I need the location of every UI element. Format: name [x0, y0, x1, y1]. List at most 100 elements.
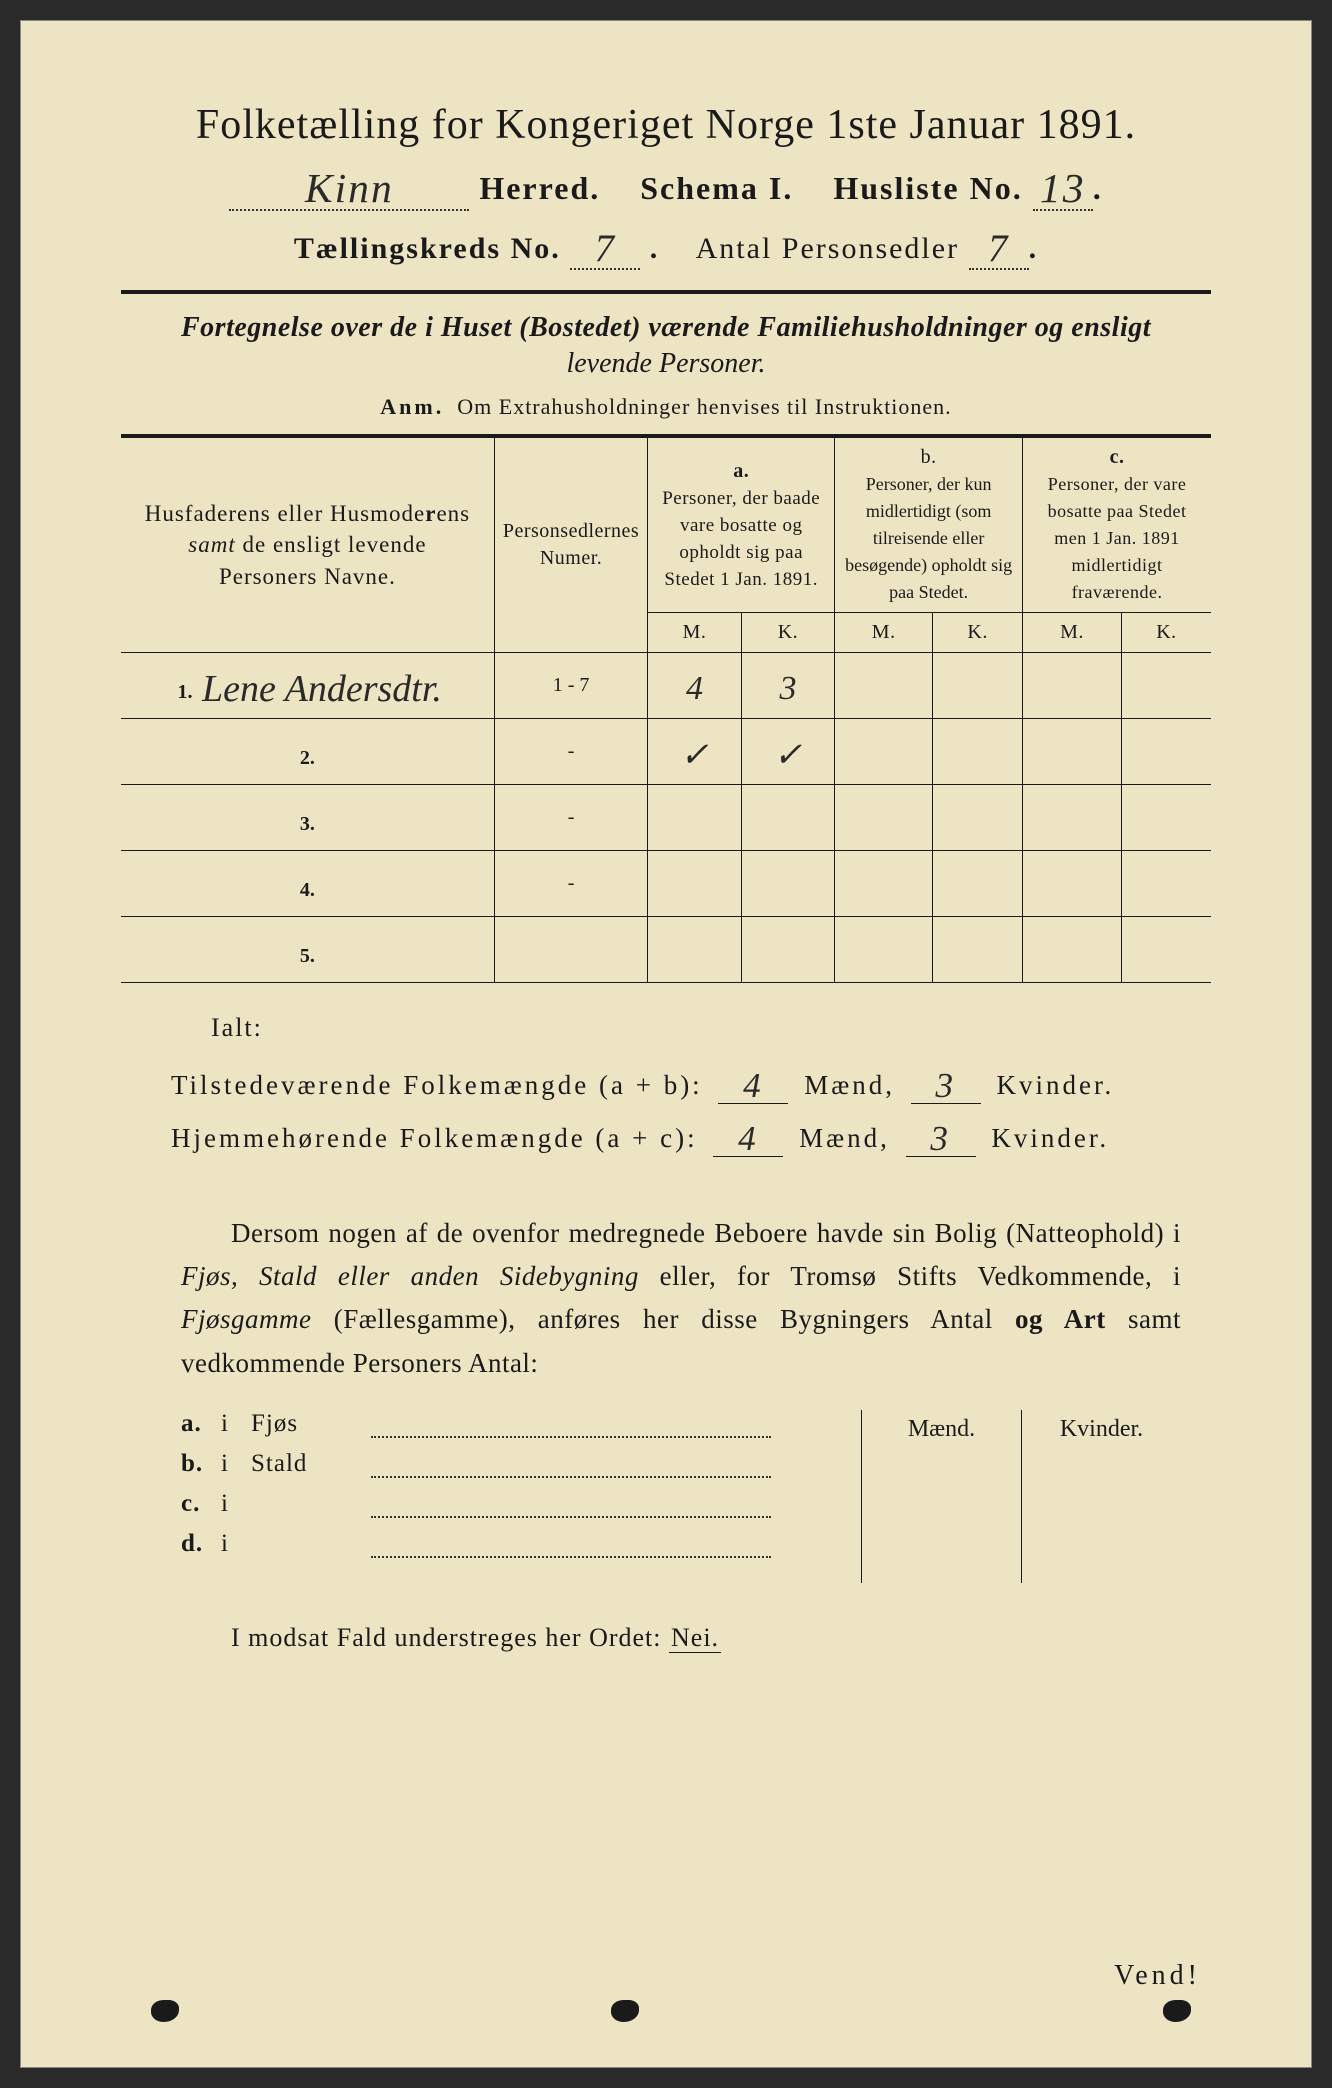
anm-prefix: Anm. [380, 394, 444, 419]
row-a-k [741, 785, 835, 851]
row-c-k [1121, 719, 1211, 785]
anm-line: Anm. Om Extrahusholdninger henvises til … [121, 394, 1211, 420]
col-head-names: Husfaderens eller Husmoderens samt de en… [121, 438, 494, 653]
row-c-m [1023, 917, 1122, 983]
ink-blot-icon [1163, 2000, 1191, 2022]
outbuilding-list: a.iFjøs b.iStald c.i d.i [181, 1410, 861, 1583]
row-numer: 1 - 7 [494, 653, 647, 719]
row-b-m [835, 851, 933, 917]
row-c-m [1023, 719, 1122, 785]
row-a-m: 4 [648, 653, 742, 719]
personsedler-no: 7 [988, 227, 1010, 270]
row-b-m [835, 785, 933, 851]
nei-word: Nei. [669, 1623, 721, 1653]
header-line-3: Tællingskreds No. 7 . Antal Personsedler… [121, 223, 1211, 270]
outbuild-row: a.iFjøs [181, 1410, 861, 1438]
row-name-cell: 2. [121, 719, 494, 785]
outbuild-kvinder-head: Kvinder. [1022, 1410, 1181, 1583]
nei-prefix: I modsat Fald understreges her Ordet: [231, 1623, 662, 1652]
col-head-b: b. Personer, der kun midlertidigt (som t… [835, 438, 1023, 613]
page-title: Folketælling for Kongeriget Norge 1ste J… [121, 101, 1211, 149]
totals-line-ab: Tilstedeværende Folkemængde (a + b): 4 M… [171, 1063, 1211, 1104]
row-b-k [933, 719, 1023, 785]
maend-label-1: Mænd, [804, 1070, 895, 1100]
subtitle-line-1: Fortegnelse over de i Huset (Bostedet) v… [121, 312, 1211, 344]
kvinder-label-2: Kvinder. [991, 1123, 1109, 1153]
anm-text: Om Extrahusholdninger henvises til Instr… [457, 394, 951, 419]
totals-ab-m: 4 [743, 1066, 764, 1105]
col-c-m: M. [1023, 613, 1122, 653]
kreds-no: 7 [595, 227, 617, 270]
row-b-m [835, 653, 933, 719]
personsedler-label: Antal Personsedler [696, 232, 959, 265]
row-c-m [1023, 653, 1122, 719]
col-b-k: K. [933, 613, 1023, 653]
col-head-c: c. Personer, der vare bosatte paa Stedet… [1023, 438, 1211, 613]
row-c-m [1023, 851, 1122, 917]
ialt-label: Ialt: [211, 1013, 1211, 1043]
maend-label-2: Mænd, [799, 1123, 890, 1153]
row-c-k [1121, 851, 1211, 917]
rule-1 [121, 290, 1211, 294]
row-numer: - [494, 719, 647, 785]
outbuild-row: c.i [181, 1490, 861, 1518]
col-c-k: K. [1121, 613, 1211, 653]
row-c-m [1023, 785, 1122, 851]
row-b-k [933, 917, 1023, 983]
row-name-cell: 3. [121, 785, 494, 851]
col-head-a: a. Personer, der baade vare bosatte og o… [648, 438, 835, 613]
table-row: 1. Lene Andersdtr.1 - 743 [121, 653, 1211, 719]
col-a-k: K. [741, 613, 835, 653]
col-head-numer: Personsedlernes Numer. [494, 438, 647, 653]
ink-blot-icon [611, 2000, 639, 2022]
row-b-k [933, 851, 1023, 917]
row-name-cell: 4. [121, 851, 494, 917]
outbuilding-mk-box: Mænd. Kvinder. [861, 1410, 1181, 1583]
header-line-2: Kinn Herred. Schema I. Husliste No. 13. [121, 161, 1211, 211]
vend-label: Vend! [1114, 1960, 1201, 1992]
totals-ac-k: 3 [930, 1119, 951, 1158]
ink-blot-icon [151, 2000, 179, 2022]
outbuilding-paragraph: Dersom nogen af de ovenfor medregnede Be… [181, 1212, 1181, 1385]
row-a-m [648, 917, 742, 983]
herred-name-handwritten: Kinn [305, 165, 394, 211]
row-b-m [835, 917, 933, 983]
totals-line-ac: Hjemmehørende Folkemængde (a + c): 4 Mæn… [171, 1116, 1211, 1157]
row-numer [494, 917, 647, 983]
outbuild-row: d.i [181, 1530, 861, 1558]
household-table: Husfaderens eller Husmoderens samt de en… [121, 438, 1211, 983]
census-form-page: Folketælling for Kongeriget Norge 1ste J… [20, 20, 1312, 2068]
row-b-m [835, 719, 933, 785]
col-b-m: M. [835, 613, 933, 653]
totals-ac-m: 4 [738, 1119, 759, 1158]
schema-label: Schema I. [640, 170, 793, 206]
table-row: 3. - [121, 785, 1211, 851]
row-numer: - [494, 851, 647, 917]
row-a-k [741, 851, 835, 917]
outbuild-row: b.iStald [181, 1450, 861, 1478]
row-a-m: ✓ [648, 719, 742, 785]
row-a-m [648, 851, 742, 917]
kreds-label: Tællingskreds No. [294, 232, 561, 265]
row-name-cell: 5. [121, 917, 494, 983]
husliste-label: Husliste No. [833, 170, 1022, 206]
row-a-k [741, 917, 835, 983]
herred-label: Herred. [479, 170, 600, 206]
totals-ac-label: Hjemmehørende Folkemængde (a + c): [171, 1123, 698, 1153]
row-a-m [648, 785, 742, 851]
table-row: 2. -✓✓ [121, 719, 1211, 785]
row-b-k [933, 785, 1023, 851]
table-row: 5. [121, 917, 1211, 983]
subtitle-line-2: levende Personer. [121, 348, 1211, 380]
totals-ab-k: 3 [935, 1066, 956, 1105]
row-a-k: 3 [741, 653, 835, 719]
row-name-cell: 1. Lene Andersdtr. [121, 653, 494, 719]
table-row: 4. - [121, 851, 1211, 917]
row-a-k: ✓ [741, 719, 835, 785]
row-c-k [1121, 785, 1211, 851]
outbuilding-section: a.iFjøs b.iStald c.i d.i Mænd. Kvinder. [181, 1410, 1181, 1583]
nei-line: I modsat Fald understreges her Ordet: Ne… [231, 1623, 1211, 1653]
husliste-no: 13 [1040, 165, 1086, 211]
col-a-m: M. [648, 613, 742, 653]
row-numer: - [494, 785, 647, 851]
